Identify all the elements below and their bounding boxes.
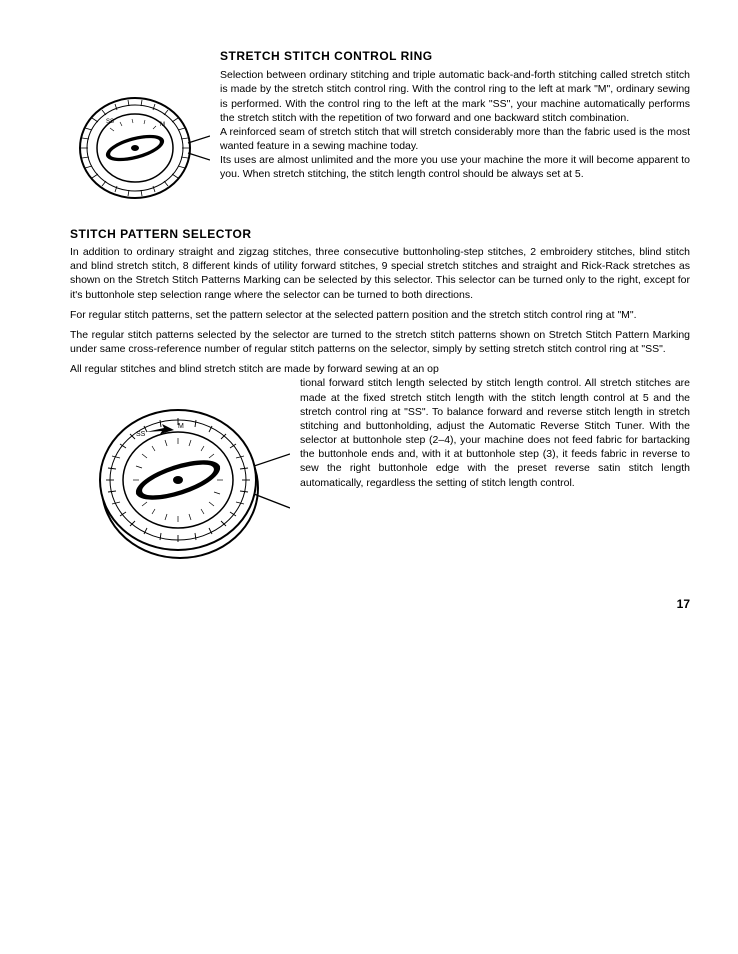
page-number: 17 bbox=[677, 597, 690, 611]
pattern-selector-dial-illustration: SS M bbox=[70, 376, 290, 581]
section1-para3: Its uses are almost unlimited and the mo… bbox=[220, 153, 690, 181]
section1-text-block: STRETCH STITCH CONTROL RING Selection be… bbox=[220, 48, 690, 182]
section2-lower-block: SS M tional forward stitch length select… bbox=[70, 376, 690, 581]
section1-para2: A reinforced seam of stretch stitch that… bbox=[220, 125, 690, 153]
section2-para1: In addition to ordinary straight and zig… bbox=[70, 245, 690, 302]
section-stitch-pattern-selector: STITCH PATTERN SELECTOR In addition to o… bbox=[70, 227, 690, 581]
control-ring-dial-illustration: SS M bbox=[70, 88, 210, 213]
section2-para2: For regular stitch patterns, set the pat… bbox=[70, 308, 690, 322]
section2-para3: The regular stitch patterns selected by … bbox=[70, 328, 690, 356]
section1-para1: Selection between ordinary stitching and… bbox=[220, 68, 690, 125]
heading-stretch-control-ring: STRETCH STITCH CONTROL RING bbox=[220, 48, 690, 64]
section-stretch-control-ring: SS M STRETCH STITCH CONTROL RING Selecti… bbox=[70, 48, 690, 213]
svg-text:M: M bbox=[160, 122, 165, 128]
heading-stitch-pattern-selector: STITCH PATTERN SELECTOR bbox=[70, 227, 690, 241]
section2-para5: tional forward stitch length selected by… bbox=[300, 376, 690, 489]
section2-para4: All regular stitches and blind stretch s… bbox=[70, 362, 690, 376]
manual-page: SS M STRETCH STITCH CONTROL RING Selecti… bbox=[70, 48, 690, 581]
svg-text:SS: SS bbox=[106, 119, 114, 125]
svg-text:M: M bbox=[178, 423, 184, 430]
svg-text:SS: SS bbox=[136, 431, 146, 438]
